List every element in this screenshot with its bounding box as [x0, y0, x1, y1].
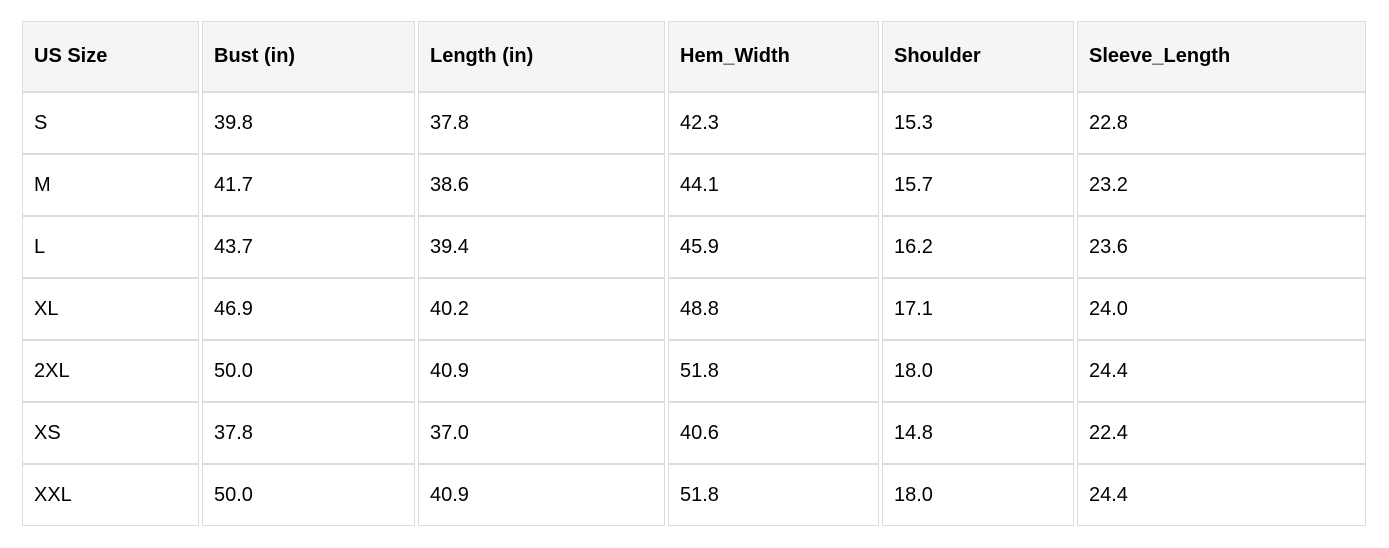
- cell-sleeve-length: 23.2: [1077, 154, 1366, 216]
- column-header-us-size: US Size: [22, 21, 199, 92]
- column-header-bust: Bust (in): [202, 21, 415, 92]
- cell-length: 40.9: [418, 340, 665, 402]
- cell-hem-width: 51.8: [668, 464, 879, 526]
- cell-bust: 43.7: [202, 216, 415, 278]
- cell-sleeve-length: 24.4: [1077, 340, 1366, 402]
- cell-length: 37.0: [418, 402, 665, 464]
- cell-sleeve-length: 22.4: [1077, 402, 1366, 464]
- cell-sleeve-length: 23.6: [1077, 216, 1366, 278]
- cell-us-size: XS: [22, 402, 199, 464]
- column-header-hem-width: Hem_Width: [668, 21, 879, 92]
- cell-shoulder: 17.1: [882, 278, 1074, 340]
- cell-hem-width: 48.8: [668, 278, 879, 340]
- column-header-length: Length (in): [418, 21, 665, 92]
- cell-shoulder: 15.3: [882, 92, 1074, 154]
- cell-shoulder: 14.8: [882, 402, 1074, 464]
- cell-bust: 46.9: [202, 278, 415, 340]
- table-row-s: S 39.8 37.8 42.3 15.3 22.8: [22, 92, 1366, 154]
- table-row-xxl: XXL 50.0 40.9 51.8 18.0 24.4: [22, 464, 1366, 526]
- table-row-m: M 41.7 38.6 44.1 15.7 23.2: [22, 154, 1366, 216]
- cell-us-size: S: [22, 92, 199, 154]
- cell-shoulder: 16.2: [882, 216, 1074, 278]
- cell-length: 40.2: [418, 278, 665, 340]
- cell-us-size: XL: [22, 278, 199, 340]
- cell-sleeve-length: 24.0: [1077, 278, 1366, 340]
- cell-bust: 37.8: [202, 402, 415, 464]
- cell-us-size: M: [22, 154, 199, 216]
- cell-length: 39.4: [418, 216, 665, 278]
- table-row-2xl: 2XL 50.0 40.9 51.8 18.0 24.4: [22, 340, 1366, 402]
- cell-hem-width: 42.3: [668, 92, 879, 154]
- column-header-sleeve-length: Sleeve_Length: [1077, 21, 1366, 92]
- size-chart-table: US Size Bust (in) Length (in) Hem_Width …: [19, 21, 1369, 526]
- cell-shoulder: 18.0: [882, 464, 1074, 526]
- cell-shoulder: 18.0: [882, 340, 1074, 402]
- cell-hem-width: 44.1: [668, 154, 879, 216]
- cell-bust: 50.0: [202, 340, 415, 402]
- cell-us-size: 2XL: [22, 340, 199, 402]
- column-header-shoulder: Shoulder: [882, 21, 1074, 92]
- cell-shoulder: 15.7: [882, 154, 1074, 216]
- table-header-row: US Size Bust (in) Length (in) Hem_Width …: [22, 21, 1366, 92]
- cell-hem-width: 51.8: [668, 340, 879, 402]
- cell-bust: 50.0: [202, 464, 415, 526]
- cell-bust: 39.8: [202, 92, 415, 154]
- cell-hem-width: 45.9: [668, 216, 879, 278]
- cell-sleeve-length: 22.8: [1077, 92, 1366, 154]
- table-row-xs: XS 37.8 37.0 40.6 14.8 22.4: [22, 402, 1366, 464]
- cell-length: 37.8: [418, 92, 665, 154]
- cell-length: 40.9: [418, 464, 665, 526]
- table-row-l: L 43.7 39.4 45.9 16.2 23.6: [22, 216, 1366, 278]
- table-row-xl: XL 46.9 40.2 48.8 17.1 24.0: [22, 278, 1366, 340]
- cell-bust: 41.7: [202, 154, 415, 216]
- cell-us-size: L: [22, 216, 199, 278]
- cell-sleeve-length: 24.4: [1077, 464, 1366, 526]
- cell-us-size: XXL: [22, 464, 199, 526]
- cell-hem-width: 40.6: [668, 402, 879, 464]
- cell-length: 38.6: [418, 154, 665, 216]
